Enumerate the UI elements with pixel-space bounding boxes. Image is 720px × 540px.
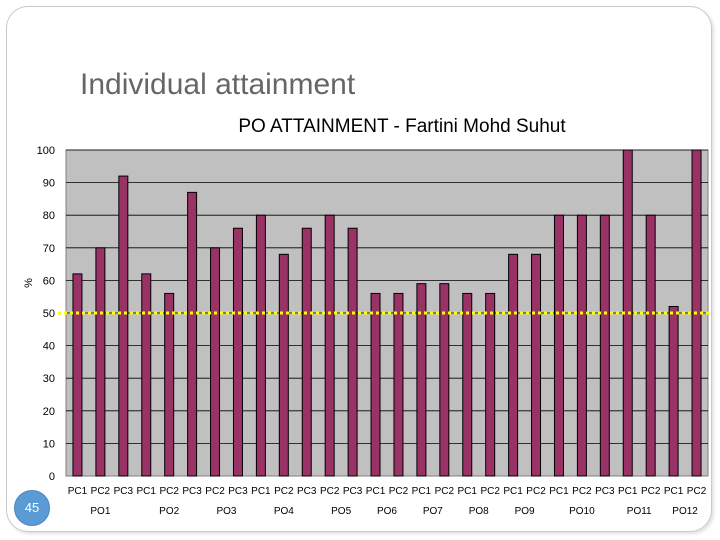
chart-title: PO ATTAINMENT - Fartini Mohd Suhut: [238, 116, 566, 137]
bar: [553, 214, 564, 477]
bar: [141, 273, 152, 477]
y-tick-label: 70: [43, 243, 55, 255]
x-tick-label: PC1: [251, 486, 271, 497]
group-label: PO8: [469, 506, 489, 517]
group-label: PO6: [377, 506, 397, 517]
x-tick-label: PC2: [91, 486, 111, 497]
y-tick-label: 40: [43, 341, 55, 353]
x-tick-label: PC2: [526, 486, 546, 497]
bar: [278, 253, 289, 477]
x-tick-label: PC1: [68, 486, 88, 497]
x-tick-label: PC3: [343, 486, 363, 497]
bar: [187, 191, 198, 477]
x-tick-label: PC2: [389, 486, 409, 497]
bar: [255, 214, 266, 477]
slide-title: Individual attainment: [80, 68, 356, 101]
x-tick-label: PC1: [549, 486, 569, 497]
group-label: PO5: [331, 506, 351, 517]
bar: [462, 292, 473, 477]
x-tick-label: PC3: [182, 486, 202, 497]
group-label: PO2: [159, 506, 179, 517]
bar: [210, 247, 221, 477]
group-label: PO9: [515, 506, 535, 517]
y-axis-label: %: [23, 278, 35, 288]
y-tick-label: 80: [43, 210, 55, 222]
group-label: PO7: [423, 506, 443, 517]
x-tick-label: PC2: [480, 486, 500, 497]
slide-frame: [6, 6, 712, 532]
y-tick-label: 0: [49, 471, 55, 483]
x-tick-label: PC3: [228, 486, 248, 497]
x-tick-label: PC2: [687, 486, 707, 497]
group-label: PO4: [274, 506, 294, 517]
y-tick-label: 10: [43, 438, 55, 450]
bar: [347, 227, 358, 477]
x-tick-label: PC2: [320, 486, 340, 497]
page-number-badge: 45: [14, 490, 50, 526]
bar: [301, 227, 312, 477]
group-label: PO10: [569, 506, 595, 517]
y-tick-label: 50: [43, 308, 55, 320]
bar: [439, 283, 450, 477]
bar: [95, 247, 106, 477]
x-tick-label: PC2: [435, 486, 455, 497]
x-tick-label: PC2: [572, 486, 592, 497]
x-tick-label: PC3: [114, 486, 134, 497]
bar: [324, 214, 335, 477]
bar: [668, 305, 679, 477]
group-label: PO12: [672, 506, 698, 517]
bar: [393, 292, 404, 477]
x-tick-label: PC1: [664, 486, 684, 497]
y-tick-label: 30: [43, 373, 55, 385]
x-tick-label: PC1: [137, 486, 157, 497]
x-tick-label: PC1: [366, 486, 386, 497]
y-tick-label: 60: [43, 275, 55, 287]
x-tick-label: PC1: [503, 486, 523, 497]
x-tick-label: PC2: [641, 486, 661, 497]
bar: [232, 227, 243, 477]
x-tick-label: PC3: [297, 486, 317, 497]
bar: [531, 253, 542, 477]
x-tick-label: PC2: [205, 486, 225, 497]
bar: [118, 175, 129, 477]
x-tick-label: PC2: [274, 486, 294, 497]
x-tick-label: PC1: [618, 486, 638, 497]
group-label: PO11: [627, 506, 652, 517]
y-tick-label: 90: [43, 178, 55, 190]
bar: [485, 292, 496, 477]
x-tick-label: PC1: [458, 486, 478, 497]
x-tick-label: PC2: [159, 486, 179, 497]
x-tick-label: PC1: [412, 486, 432, 497]
bar: [164, 292, 175, 477]
group-label: PO3: [216, 506, 236, 517]
bar: [416, 283, 427, 477]
bar: [645, 214, 656, 477]
bar: [576, 214, 587, 477]
y-tick-label: 20: [43, 406, 55, 418]
bar: [599, 214, 610, 477]
bar: [508, 253, 519, 477]
bar: [370, 292, 381, 477]
x-tick-label: PC3: [595, 486, 615, 497]
group-label: PO1: [90, 506, 110, 517]
y-tick-label: 100: [37, 145, 55, 157]
bar: [72, 273, 83, 477]
